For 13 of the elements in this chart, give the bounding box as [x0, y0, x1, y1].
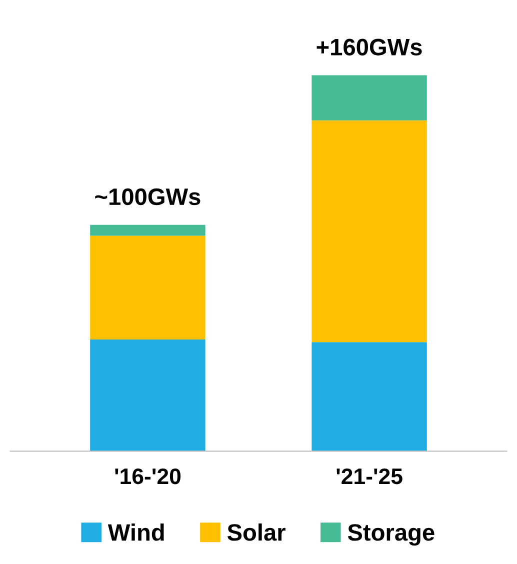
annotation: ~100GWs [95, 188, 200, 206]
legend-label: Storage [348, 524, 434, 546]
bar [312, 342, 427, 452]
bar [90, 340, 206, 452]
bar [90, 224, 206, 236]
bar [90, 236, 206, 340]
x-tick-label: '16-'20 [115, 468, 181, 484]
annotation: +160GWs [316, 38, 422, 56]
bar [312, 120, 427, 342]
legend-label: Wind [108, 523, 164, 541]
legend-label: Solar [227, 523, 286, 541]
x-tick-label: '21-'25 [336, 468, 402, 484]
bar [312, 75, 427, 120]
